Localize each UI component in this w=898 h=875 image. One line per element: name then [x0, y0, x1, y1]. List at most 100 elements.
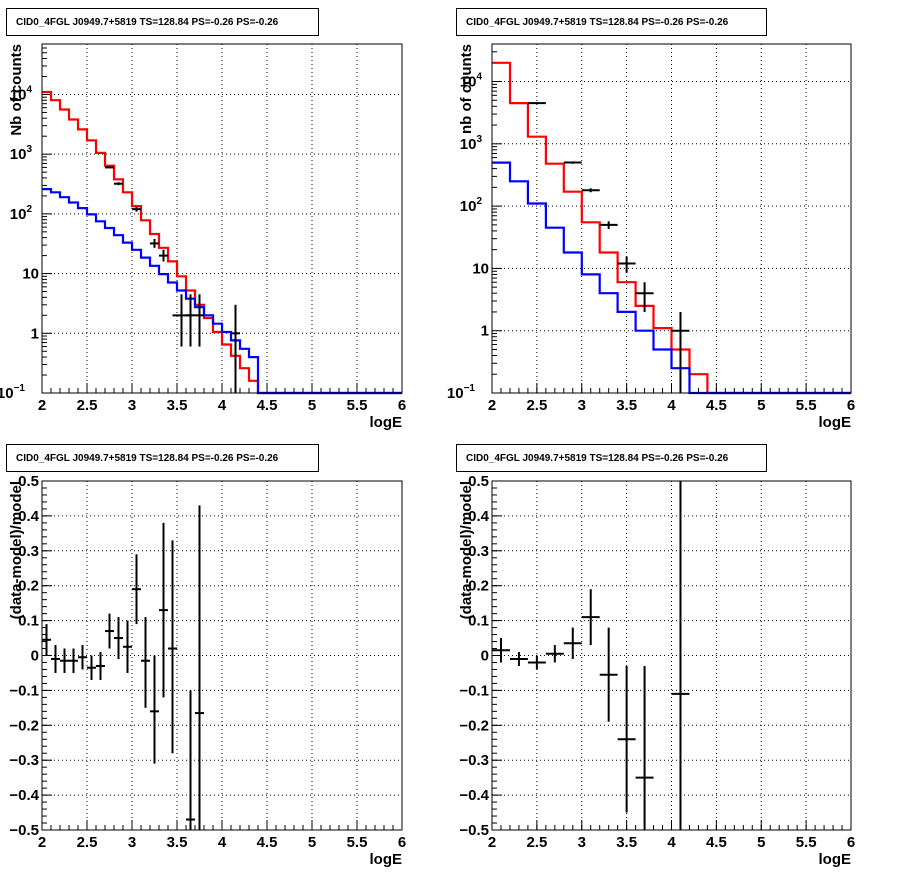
y-tick-label: 104	[10, 84, 33, 103]
data-point	[195, 505, 204, 830]
x-axis-label: logE	[370, 414, 403, 431]
x-tick-label: 3	[128, 397, 136, 414]
y-tick-label: 0.1	[18, 613, 39, 630]
chart-title: CID0_4FGL J0949.7+5819 TS=128.84 PS=-0.2…	[16, 17, 279, 28]
data-point	[132, 554, 141, 625]
x-tick-label: 5.5	[347, 397, 368, 414]
plot-frame	[41, 43, 403, 394]
data-point	[509, 652, 528, 666]
y-tick-label: 10−1	[447, 383, 476, 402]
data-point	[563, 627, 582, 659]
data-point	[671, 481, 690, 830]
data-point	[168, 540, 177, 754]
x-tick-label: 4.5	[257, 397, 278, 414]
data-point	[96, 652, 105, 680]
x-tick-label: 3.5	[167, 834, 188, 851]
data-point	[78, 645, 87, 670]
x-tick-label: 4.5	[706, 397, 727, 414]
data-point	[42, 624, 51, 656]
x-tick-label: 4	[218, 397, 227, 414]
data-point	[186, 294, 195, 347]
series-line-2	[42, 188, 402, 395]
data-point	[563, 161, 582, 164]
chart-panel-4: 2 2.5 3 3.5 4 4.5 5 5.5 6 −0.5 −0.4 −0.3 −0.2 −0.1 0 0.…	[456, 444, 855, 868]
x-tick-label: 4.5	[706, 834, 727, 851]
chart-title-box	[6, 444, 319, 472]
series-line-2	[492, 161, 851, 395]
plot-frame	[41, 480, 403, 831]
data-point	[69, 648, 78, 673]
x-tick-label: 3.5	[167, 397, 188, 414]
y-axis: −0.5 −0.4 −0.3 −0.2 −0.1 0 0.1 0.2 0.3 0.4 0.5	[9, 473, 402, 839]
y-tick-label: −0.2	[459, 717, 489, 734]
data-points	[527, 102, 690, 393]
plot-frame	[491, 43, 852, 394]
y-tick-label: −0.4	[459, 787, 489, 804]
data-point	[195, 294, 204, 347]
plot-frame	[491, 480, 852, 831]
chart-panel-3: 2 2.5 3 3.5 4 4.5 5 5.5 6 −0.5 −0.4 −0.3 −0.2 −0.1 0 0.…	[6, 444, 406, 868]
chart-title: CID0_4FGL J0949.7+5819 TS=128.84 PS=-0.2…	[466, 453, 729, 464]
x-tick-label: 2	[38, 397, 46, 414]
chart-title-box	[456, 8, 767, 36]
x-tick-label: 3.5	[616, 397, 637, 414]
x-axis: 2 2.5 3 3.5 4 4.5 5 5.5 6	[38, 44, 406, 414]
y-tick-label: −0.3	[9, 752, 39, 769]
x-tick-label: 5	[308, 397, 316, 414]
x-tick-label: 5	[757, 397, 765, 414]
y-tick-label: 10	[472, 260, 489, 277]
y-tick-label: 0.4	[18, 508, 40, 525]
x-tick-label: 5.5	[796, 397, 817, 414]
y-axis: 10−1 1 10 102 103 104	[447, 43, 851, 402]
data-point	[617, 665, 636, 813]
x-axis-label: logE	[819, 851, 852, 868]
x-tick-label: 6	[847, 397, 855, 414]
data-point	[545, 645, 564, 663]
y-tick-label: 103	[10, 144, 33, 163]
data-point	[527, 102, 546, 105]
y-tick-label: 0.2	[468, 578, 489, 595]
data-point	[527, 655, 546, 670]
data-point	[150, 655, 159, 764]
y-tick-label: 0.3	[18, 543, 39, 560]
y-axis: 10−1 1 10 102 103 104	[0, 43, 402, 402]
data-point	[132, 206, 141, 212]
x-tick-label: 4	[667, 834, 676, 851]
x-tick-label: 2	[488, 397, 496, 414]
x-tick-label: 3	[578, 834, 586, 851]
data-point	[599, 221, 618, 229]
chart-title: CID0_4FGL J0949.7+5819 TS=128.84 PS=-0.2…	[16, 453, 279, 464]
data-point	[123, 620, 132, 673]
x-axis: 2 2.5 3 3.5 4 4.5 5 5.5 6	[38, 481, 406, 851]
x-tick-label: 3.5	[616, 834, 637, 851]
y-axis-label: (data-model)/model	[458, 481, 475, 619]
x-axis-label: logE	[370, 851, 403, 868]
y-tick-label: 10	[22, 266, 39, 283]
chart-title: CID0_4FGL J0949.7+5819 TS=128.84 PS=-0.2…	[466, 17, 729, 28]
x-tick-label: 5	[308, 834, 316, 851]
chart-title-box	[456, 444, 767, 472]
data-point	[617, 256, 636, 273]
chart-panel-2: 2 2.5 3 3.5 4 4.5 5 5.5 6 10−1 1 10 102 103 104 logE nb …	[447, 8, 855, 431]
y-tick-label: 103	[460, 134, 483, 153]
data-point	[635, 665, 654, 830]
y-axis-label: Nb of counts	[8, 44, 25, 136]
y-tick-label: 0.1	[468, 613, 489, 630]
y-axis: −0.5 −0.4 −0.3 −0.2 −0.1 0 0.1 0.2 0.3 0.4 0.5	[459, 473, 851, 839]
y-tick-label: −0.2	[9, 717, 39, 734]
y-tick-label: −0.5	[9, 822, 39, 839]
y-tick-label: 1	[31, 325, 39, 342]
y-tick-label: 0	[481, 648, 489, 665]
y-tick-label: 104	[460, 72, 483, 91]
series-line-1	[492, 61, 851, 395]
data-point	[492, 638, 510, 663]
y-tick-label: 0.5	[18, 473, 39, 490]
y-tick-label: 0	[31, 648, 39, 665]
x-tick-label: 5.5	[347, 834, 368, 851]
data-point	[141, 617, 150, 708]
y-tick-label: 0.2	[18, 578, 39, 595]
y-tick-label: 102	[460, 196, 483, 215]
data-point	[105, 166, 114, 169]
series-line-1	[42, 90, 402, 395]
